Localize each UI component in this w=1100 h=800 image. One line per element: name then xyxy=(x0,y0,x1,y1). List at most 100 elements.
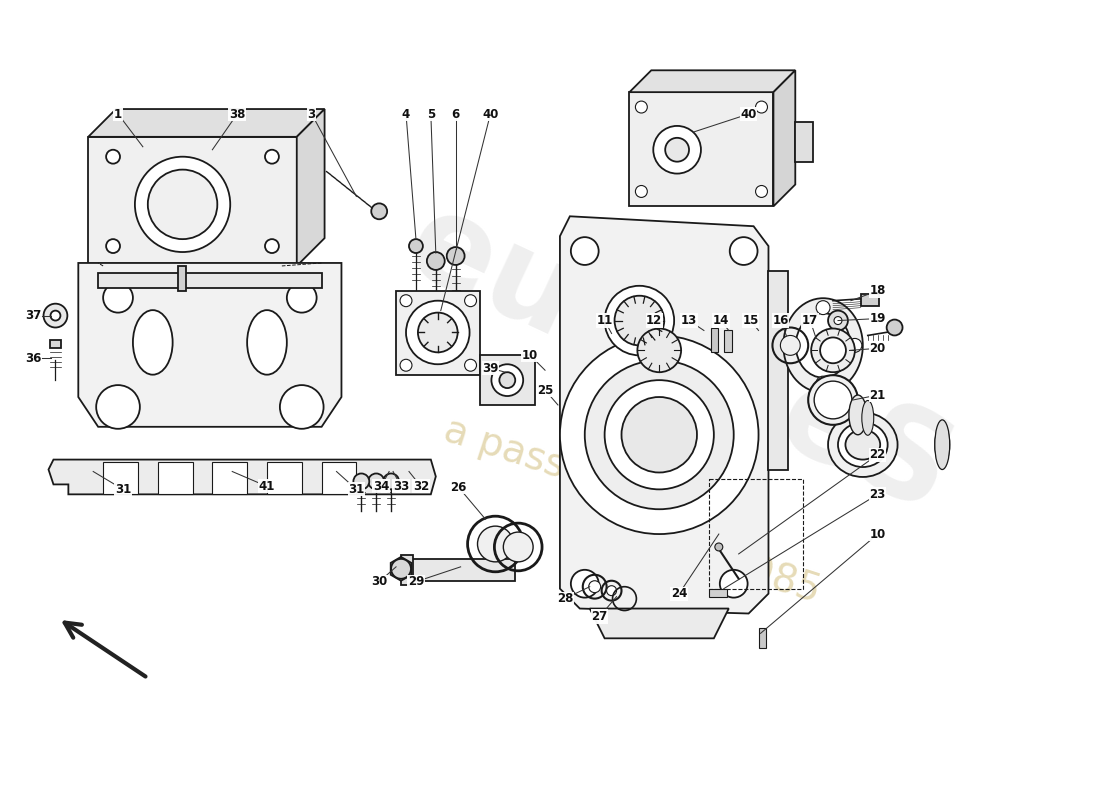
Ellipse shape xyxy=(861,401,873,435)
Circle shape xyxy=(637,329,681,372)
Circle shape xyxy=(106,150,120,164)
Bar xyxy=(708,479,803,589)
Text: 24: 24 xyxy=(671,587,688,600)
Text: 30: 30 xyxy=(371,575,387,588)
Bar xyxy=(759,629,767,648)
Circle shape xyxy=(621,397,697,473)
Circle shape xyxy=(504,532,534,562)
Polygon shape xyxy=(390,557,411,581)
Text: 14: 14 xyxy=(713,314,729,327)
Text: 19: 19 xyxy=(869,312,886,325)
Circle shape xyxy=(96,385,140,429)
Circle shape xyxy=(605,380,714,490)
Circle shape xyxy=(464,294,476,306)
Bar xyxy=(481,355,535,405)
Ellipse shape xyxy=(814,381,851,419)
Bar xyxy=(708,589,727,597)
Text: 10: 10 xyxy=(870,527,886,541)
Ellipse shape xyxy=(783,298,862,393)
Circle shape xyxy=(44,304,67,327)
Bar xyxy=(795,122,813,162)
Circle shape xyxy=(265,239,279,253)
Text: 34: 34 xyxy=(373,480,389,493)
Text: 38: 38 xyxy=(229,107,245,121)
Text: 18: 18 xyxy=(869,284,886,298)
Bar xyxy=(406,559,515,581)
Polygon shape xyxy=(629,70,795,92)
Text: 11: 11 xyxy=(596,314,613,327)
Circle shape xyxy=(821,338,846,363)
Text: 16: 16 xyxy=(772,314,789,327)
Circle shape xyxy=(571,570,598,598)
Circle shape xyxy=(279,385,323,429)
Circle shape xyxy=(715,543,723,551)
Circle shape xyxy=(103,283,133,313)
Text: 10: 10 xyxy=(522,349,538,362)
Circle shape xyxy=(636,101,647,113)
Polygon shape xyxy=(560,216,769,614)
Text: 20: 20 xyxy=(870,342,886,355)
Circle shape xyxy=(368,474,384,490)
Circle shape xyxy=(106,239,120,253)
Circle shape xyxy=(585,360,734,510)
Circle shape xyxy=(887,319,902,335)
Circle shape xyxy=(606,586,616,596)
Circle shape xyxy=(135,157,230,252)
Text: 23: 23 xyxy=(870,488,886,501)
Polygon shape xyxy=(590,609,728,638)
Ellipse shape xyxy=(828,413,898,477)
Circle shape xyxy=(560,335,759,534)
Circle shape xyxy=(636,186,647,198)
Bar xyxy=(267,462,301,494)
Circle shape xyxy=(372,203,387,219)
Text: 13: 13 xyxy=(681,314,697,327)
Circle shape xyxy=(784,338,799,352)
Ellipse shape xyxy=(935,425,949,465)
Bar xyxy=(98,273,321,288)
Text: 12: 12 xyxy=(646,314,662,327)
Polygon shape xyxy=(297,109,324,266)
Circle shape xyxy=(729,237,758,265)
Circle shape xyxy=(147,170,218,239)
Text: 28: 28 xyxy=(557,592,573,605)
Circle shape xyxy=(828,310,848,330)
Circle shape xyxy=(848,338,861,352)
Text: 1: 1 xyxy=(114,107,122,121)
Bar xyxy=(177,266,186,290)
Circle shape xyxy=(811,329,855,372)
Circle shape xyxy=(51,310,60,321)
Circle shape xyxy=(588,581,601,593)
Circle shape xyxy=(756,186,768,198)
Text: 27: 27 xyxy=(592,610,608,623)
Text: 5: 5 xyxy=(427,107,434,121)
Polygon shape xyxy=(88,109,324,137)
Circle shape xyxy=(392,559,411,578)
Text: 40: 40 xyxy=(482,107,498,121)
Circle shape xyxy=(287,283,317,313)
Circle shape xyxy=(571,237,598,265)
Circle shape xyxy=(406,301,470,364)
Text: 41: 41 xyxy=(258,480,275,493)
Text: 39: 39 xyxy=(482,362,498,374)
Circle shape xyxy=(499,372,515,388)
Text: 17: 17 xyxy=(802,314,818,327)
Circle shape xyxy=(615,296,664,346)
Ellipse shape xyxy=(846,430,880,459)
Ellipse shape xyxy=(808,375,858,425)
Text: 22: 22 xyxy=(870,448,886,461)
Bar xyxy=(861,294,879,306)
Circle shape xyxy=(653,126,701,174)
Circle shape xyxy=(834,317,842,325)
Text: 21: 21 xyxy=(870,389,886,402)
Circle shape xyxy=(265,150,279,164)
Bar xyxy=(724,330,732,352)
Text: 37: 37 xyxy=(25,309,42,322)
Bar xyxy=(769,271,789,470)
Circle shape xyxy=(477,526,514,562)
Text: 33: 33 xyxy=(393,480,409,493)
Text: europeS: europeS xyxy=(388,182,970,539)
Bar xyxy=(396,290,481,375)
Ellipse shape xyxy=(248,310,287,374)
Circle shape xyxy=(719,570,748,598)
Ellipse shape xyxy=(849,395,867,434)
